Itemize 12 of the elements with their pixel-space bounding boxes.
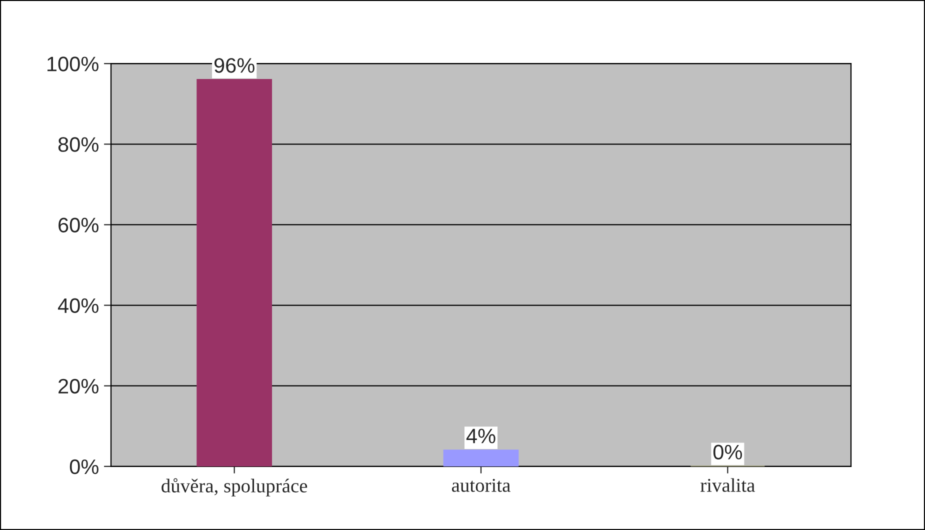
y-tick-label: 60%: [58, 218, 98, 232]
y-tick-label: 20%: [58, 378, 98, 394]
x-tick-label: rivalita: [700, 478, 755, 492]
data-label: 4%: [466, 428, 496, 444]
y-tick-label: 100%: [48, 56, 98, 72]
y-tick-label: 80%: [58, 137, 98, 152]
data-label: 0%: [713, 444, 742, 460]
data-label: 96%: [214, 58, 254, 73]
y-tick-label: 40%: [58, 298, 98, 314]
x-tick-label: důvěra, spolupráce: [162, 478, 308, 496]
y-tick-label: 0%: [70, 459, 98, 474]
x-tick-label: autorita: [452, 478, 510, 492]
